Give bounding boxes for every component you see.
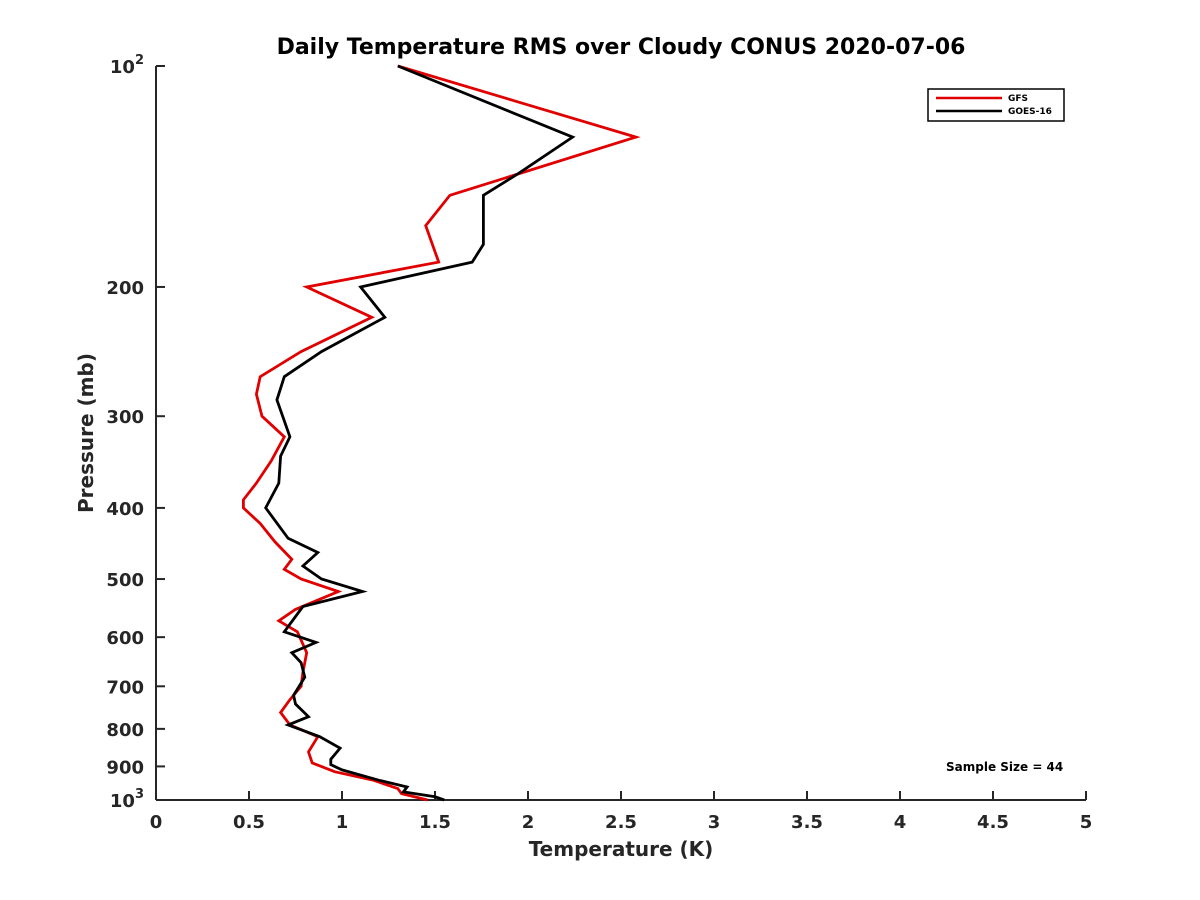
y-tick-label: 300 — [106, 407, 144, 428]
x-tick-label: 2 — [522, 812, 535, 833]
legend-box — [927, 88, 1065, 122]
x-axis-label: Temperature (K) — [529, 837, 714, 861]
legend-label-gfs: GFS — [1008, 94, 1028, 104]
y-tick-label: 800 — [106, 720, 144, 741]
x-tick-label: 0 — [150, 812, 163, 833]
plot-area: 0 0.5 1 1.5 2 2.5 3 3.5 4 4.5 5 102 200 300 400 500 600… — [106, 53, 1092, 833]
x-tick-label: 1 — [336, 812, 349, 833]
y-tick-label: 900 — [106, 757, 144, 778]
y-axis-label: Pressure (mb) — [74, 353, 98, 513]
x-tick-label: 2.5 — [605, 812, 637, 833]
legend-label-goes-16: GOES-16 — [1008, 107, 1052, 117]
y-tick-label: 700 — [106, 677, 144, 698]
y-tick-label: 600 — [106, 628, 144, 649]
x-tick-label: 4 — [894, 812, 907, 833]
legend: GFS GOES-16 — [927, 88, 1065, 122]
series-lines — [241, 64, 641, 802]
y-tick-label: 102 — [110, 53, 144, 78]
x-tick-label: 3 — [708, 812, 721, 833]
y-tick-label: 200 — [106, 278, 144, 299]
x-tick-label: 4.5 — [977, 812, 1009, 833]
x-tick-label: 5 — [1080, 812, 1093, 833]
x-tick-label: 0.5 — [233, 812, 265, 833]
y-ticks: 102 200 300 400 500 600 700 800 900 103 — [106, 53, 165, 812]
series-line-gfs — [241, 64, 641, 802]
series-line-goes-16 — [264, 64, 576, 802]
x-ticks: 0 0.5 1 1.5 2 2.5 3 3.5 4 4.5 5 — [150, 791, 1093, 833]
y-tick-label: 500 — [106, 570, 144, 591]
y-tick-label: 400 — [106, 499, 144, 520]
x-tick-label: 1.5 — [419, 812, 451, 833]
sample-size-annotation: Sample Size = 44 — [946, 760, 1063, 774]
chart-title: Daily Temperature RMS over Cloudy CONUS … — [277, 35, 966, 60]
x-tick-label: 3.5 — [791, 812, 823, 833]
y-tick-label: 103 — [110, 787, 144, 812]
